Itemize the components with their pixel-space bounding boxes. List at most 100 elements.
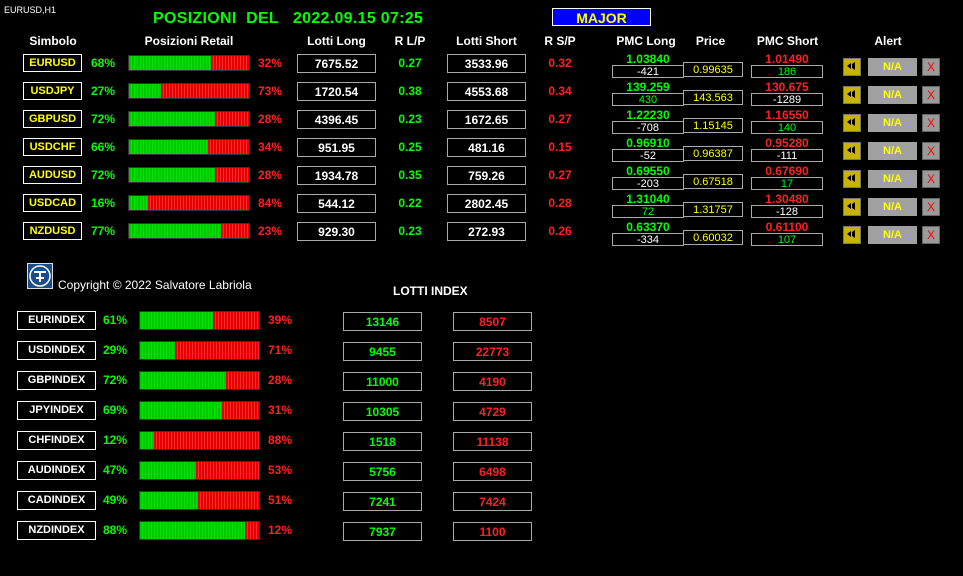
alert-value-button[interactable]: N/A [868, 198, 917, 216]
index-long-lots: 9455 [343, 342, 422, 361]
alert-value-button[interactable]: N/A [868, 86, 917, 104]
index-long-percent: 72% [103, 373, 128, 387]
alert-value-button[interactable]: N/A [868, 58, 917, 76]
lotti-long-value: 1934.78 [297, 166, 376, 185]
alert-bell-icon[interactable] [843, 142, 861, 160]
pmc-short-diff: 17 [751, 177, 823, 190]
remove-alert-button[interactable]: X [922, 142, 940, 160]
price-value: 0.60032 [683, 230, 743, 245]
alert-value-button[interactable]: N/A [868, 226, 917, 244]
price-value: 0.99635 [683, 62, 743, 77]
symbol-button[interactable]: USDJPY [23, 82, 82, 100]
lotti-index-title: LOTTI INDEX [393, 284, 468, 298]
alert-bell-icon[interactable] [843, 114, 861, 132]
remove-alert-button[interactable]: X [922, 86, 940, 104]
long-percent: 66% [91, 140, 116, 154]
pmc-long-diff: 430 [612, 93, 684, 106]
r-sp-value: 0.34 [548, 84, 572, 98]
pmc-short-value: 1.30480 [765, 192, 809, 206]
pmc-short-diff: 107 [751, 233, 823, 246]
remove-alert-button[interactable]: X [922, 198, 940, 216]
pmc-long-diff: -203 [612, 177, 684, 190]
r-sp-value: 0.28 [548, 196, 572, 210]
r-lp-value: 0.23 [398, 112, 422, 126]
r-lp-value: 0.25 [398, 140, 422, 154]
short-percent: 28% [258, 168, 283, 182]
lotti-long-value: 544.12 [297, 194, 376, 213]
lotti-short-value: 3533.96 [447, 54, 526, 73]
pmc-short-diff: 186 [751, 65, 823, 78]
index-button[interactable]: AUDINDEX [17, 461, 96, 480]
symbol-button[interactable]: USDCAD [23, 194, 82, 212]
index-button[interactable]: USDINDEX [17, 341, 96, 360]
index-long-percent: 61% [103, 313, 128, 327]
index-long-bar-fill [140, 522, 245, 539]
symbol-button[interactable]: EURUSD [23, 54, 82, 72]
alert-bell-icon[interactable] [843, 58, 861, 76]
short-bar-fill [221, 224, 249, 238]
index-button[interactable]: CHFINDEX [17, 431, 96, 450]
remove-alert-button[interactable]: X [922, 114, 940, 132]
pmc-long-value: 0.69550 [626, 164, 670, 178]
index-button[interactable]: JPYINDEX [17, 401, 96, 420]
index-position-bar [139, 371, 260, 390]
index-short-percent: 71% [268, 343, 293, 357]
header-pmc-short: PMC Short [756, 34, 819, 48]
index-button[interactable]: NZDINDEX [17, 521, 96, 540]
long-bar-fill [129, 112, 216, 126]
lotti-long-value: 1720.54 [297, 82, 376, 101]
short-percent: 23% [258, 224, 283, 238]
alert-value-button[interactable]: N/A [868, 114, 917, 132]
index-button[interactable]: EURINDEX [17, 311, 96, 330]
remove-alert-button[interactable]: X [922, 58, 940, 76]
index-short-percent: 53% [268, 463, 293, 477]
index-position-bar [139, 311, 260, 330]
r-lp-value: 0.38 [398, 84, 422, 98]
pmc-short-diff: 140 [751, 121, 823, 134]
index-short-lots: 22773 [453, 342, 532, 361]
price-value: 0.67518 [683, 174, 743, 189]
major-button[interactable]: MAJOR [552, 8, 651, 26]
symbol-button[interactable]: USDCHF [23, 138, 82, 156]
alert-bell-icon[interactable] [843, 226, 861, 244]
index-short-percent: 51% [268, 493, 293, 507]
retail-position-bar [128, 167, 250, 183]
lotti-short-value: 759.26 [447, 166, 526, 185]
symbol-button[interactable]: AUDUSD [23, 166, 82, 184]
price-value: 1.31757 [683, 202, 743, 217]
long-bar-fill [129, 168, 216, 182]
index-button[interactable]: CADINDEX [17, 491, 96, 510]
lotti-short-value: 1672.65 [447, 110, 526, 129]
copyright-text: Copyright © 2022 Salvatore Labriola [58, 278, 252, 292]
remove-alert-button[interactable]: X [922, 226, 940, 244]
index-short-bar-fill [225, 372, 259, 389]
symbol-button[interactable]: NZDUSD [23, 222, 82, 240]
alert-bell-icon[interactable] [843, 198, 861, 216]
alert-bell-icon[interactable] [843, 170, 861, 188]
pmc-long-diff: -52 [612, 149, 684, 162]
index-short-bar-fill [212, 312, 259, 329]
pmc-short-diff: -128 [751, 205, 823, 218]
pmc-long-value: 139.259 [626, 80, 670, 94]
header-lotti-short: Lotti Short [456, 34, 517, 48]
symbol-button[interactable]: GBPUSD [23, 110, 82, 128]
pmc-short-value: 1.16550 [765, 108, 809, 122]
index-short-lots: 11138 [453, 432, 532, 451]
index-position-bar [139, 461, 260, 480]
retail-position-bar [128, 223, 250, 239]
short-percent: 28% [258, 112, 283, 126]
pmc-short-value: 0.95280 [765, 136, 809, 150]
alert-value-button[interactable]: N/A [868, 142, 917, 160]
index-button[interactable]: GBPINDEX [17, 371, 96, 390]
remove-alert-button[interactable]: X [922, 170, 940, 188]
index-short-bar-fill [222, 402, 259, 419]
short-bar-fill [208, 140, 249, 154]
pmc-long-diff: -334 [612, 233, 684, 246]
alert-value-button[interactable]: N/A [868, 170, 917, 188]
pmc-long-value: 1.22230 [626, 108, 670, 122]
alert-bell-icon[interactable] [843, 86, 861, 104]
long-bar-fill [129, 84, 162, 98]
short-percent: 32% [258, 56, 283, 70]
index-short-lots: 4729 [453, 402, 532, 421]
index-short-percent: 88% [268, 433, 293, 447]
